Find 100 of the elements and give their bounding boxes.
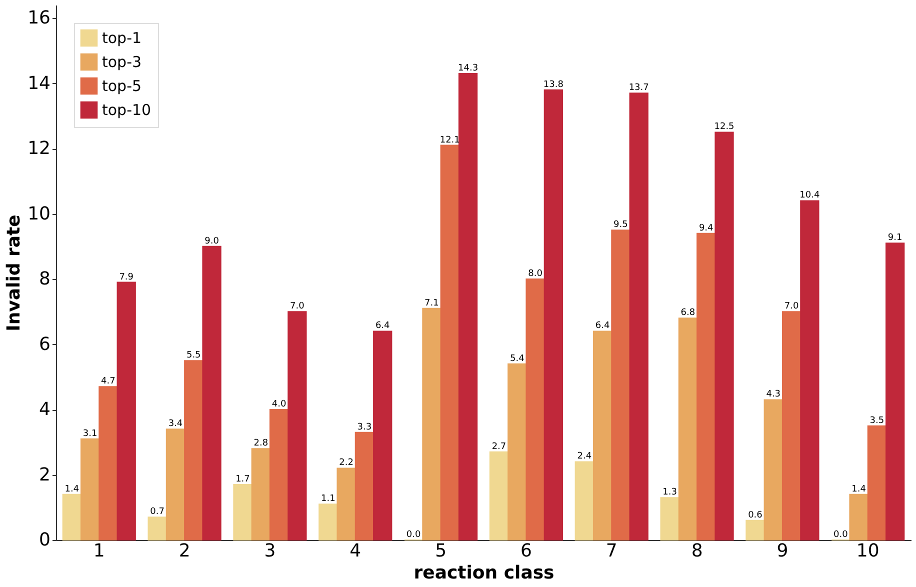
bar bbox=[288, 311, 307, 540]
data-label: 9.1 bbox=[888, 233, 902, 244]
bar bbox=[526, 278, 545, 540]
data-label: 5.5 bbox=[186, 350, 201, 361]
y-tick-label: 0 bbox=[39, 530, 50, 550]
bar bbox=[440, 144, 460, 540]
bar bbox=[148, 516, 167, 540]
y-tick-label: 4 bbox=[39, 399, 50, 420]
y-tick-label: 6 bbox=[39, 334, 50, 355]
data-label: 2.7 bbox=[492, 442, 506, 452]
data-label: 10.4 bbox=[800, 190, 820, 201]
y-tick-label: 10 bbox=[28, 203, 50, 224]
bar bbox=[166, 428, 186, 540]
bar bbox=[678, 318, 698, 540]
bar bbox=[714, 132, 734, 540]
bar bbox=[62, 494, 82, 540]
bar bbox=[800, 200, 820, 540]
bar bbox=[269, 409, 289, 540]
data-label: 3.3 bbox=[357, 422, 372, 432]
bar bbox=[458, 73, 478, 540]
legend-label: top-1 bbox=[102, 29, 142, 47]
x-tick-label: 1 bbox=[93, 540, 105, 562]
data-label: 13.8 bbox=[543, 80, 564, 90]
data-label: 4.7 bbox=[101, 376, 116, 387]
data-label: 13.7 bbox=[628, 83, 649, 94]
x-tick-label: 7 bbox=[606, 540, 618, 562]
x-tick-label: 9 bbox=[776, 540, 788, 562]
data-label: 7.9 bbox=[119, 272, 134, 282]
x-tick-label: 5 bbox=[435, 540, 447, 562]
bar bbox=[544, 89, 564, 540]
x-tick-label: 6 bbox=[520, 540, 532, 562]
bar bbox=[867, 425, 887, 540]
bar bbox=[508, 363, 527, 540]
bar bbox=[489, 451, 509, 540]
bar bbox=[202, 246, 222, 540]
bar bbox=[251, 448, 270, 540]
data-label: 7.0 bbox=[290, 302, 305, 312]
bar bbox=[782, 311, 802, 540]
x-tick-label: 8 bbox=[691, 540, 703, 562]
data-label: 4.0 bbox=[272, 400, 286, 410]
bar bbox=[849, 494, 868, 540]
x-tick-label: 4 bbox=[350, 540, 362, 562]
data-label: 1.1 bbox=[320, 494, 336, 504]
data-label: 8.0 bbox=[528, 269, 543, 280]
bar bbox=[318, 504, 338, 540]
legend-label: top-10 bbox=[102, 101, 152, 119]
bar bbox=[422, 308, 442, 540]
bar bbox=[184, 360, 204, 540]
data-label: 6.4 bbox=[375, 321, 390, 332]
data-label: 3.4 bbox=[168, 419, 183, 430]
bar bbox=[746, 520, 765, 540]
y-tick-label: 2 bbox=[39, 464, 50, 486]
bar bbox=[611, 230, 630, 540]
data-label: 7.0 bbox=[784, 302, 799, 312]
data-label: 2.2 bbox=[339, 458, 354, 468]
data-label: 0.7 bbox=[150, 507, 164, 518]
data-label: 6.8 bbox=[680, 308, 696, 318]
y-axis-title: Invalid rate bbox=[4, 214, 25, 332]
y-tick-label: 8 bbox=[39, 268, 50, 290]
data-label: 14.3 bbox=[458, 64, 478, 74]
data-label: 7.1 bbox=[424, 298, 439, 308]
data-label: 0.6 bbox=[748, 510, 763, 520]
data-label: 0.0 bbox=[406, 530, 421, 540]
bar bbox=[354, 432, 374, 540]
x-tick-label: 3 bbox=[264, 540, 276, 562]
data-label: 1.7 bbox=[236, 474, 250, 485]
y-tick-label: 16 bbox=[28, 8, 50, 29]
bar bbox=[886, 242, 905, 540]
data-label: 6.4 bbox=[595, 321, 610, 332]
bar bbox=[764, 399, 783, 540]
y-tick-label: 14 bbox=[28, 72, 50, 94]
x-tick-label: 10 bbox=[856, 540, 880, 562]
bar bbox=[592, 330, 612, 540]
data-label: 3.1 bbox=[82, 428, 98, 439]
data-label: 9.0 bbox=[204, 236, 220, 246]
data-label: 9.4 bbox=[698, 223, 714, 234]
x-tick-label: 2 bbox=[178, 540, 190, 562]
data-label: 4.3 bbox=[766, 390, 781, 400]
bar bbox=[574, 461, 594, 540]
legend-label: top-3 bbox=[102, 53, 142, 71]
bar bbox=[373, 330, 392, 540]
bar bbox=[336, 468, 356, 540]
bar bbox=[696, 232, 716, 540]
bar bbox=[233, 484, 252, 540]
bar bbox=[116, 282, 136, 540]
data-label: 2.8 bbox=[254, 438, 268, 449]
data-label: 9.5 bbox=[614, 220, 628, 230]
data-label: 2.4 bbox=[577, 452, 592, 462]
data-label: 0.0 bbox=[833, 530, 848, 540]
x-axis-title: reaction class bbox=[414, 562, 554, 584]
y-tick-label: 12 bbox=[28, 138, 50, 160]
bar bbox=[80, 438, 100, 540]
legend-label: top-5 bbox=[102, 77, 142, 95]
data-label: 5.4 bbox=[510, 354, 525, 364]
data-label: 1.4 bbox=[64, 484, 80, 494]
data-label: 12.5 bbox=[714, 122, 734, 132]
bar bbox=[660, 497, 680, 540]
bar bbox=[629, 92, 648, 540]
data-label: 1.4 bbox=[852, 484, 866, 494]
bar bbox=[98, 386, 118, 540]
